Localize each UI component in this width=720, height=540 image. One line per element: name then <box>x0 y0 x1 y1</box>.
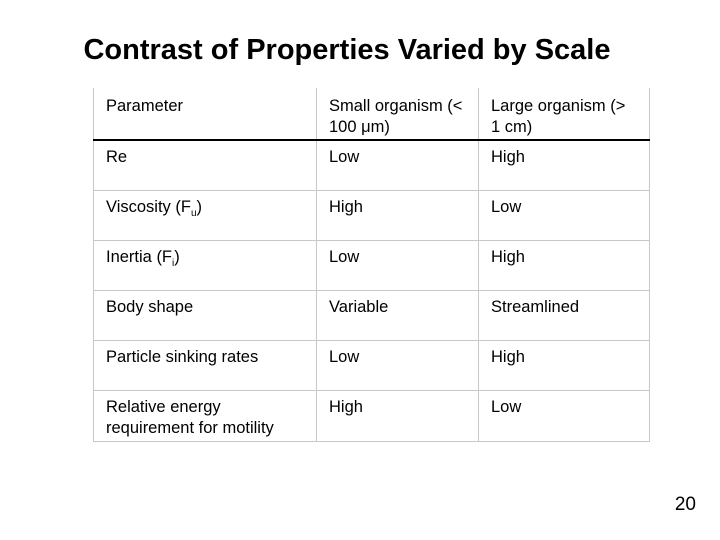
parameter-text: Relative energy requirement for motility <box>106 398 274 437</box>
large-organism-cell: Low <box>478 190 650 241</box>
parameter-suffix: ) <box>196 198 203 216</box>
small-organism-cell: Low <box>316 140 479 191</box>
small-organism-cell: High <box>316 390 479 442</box>
table-row: Body shape Variable Streamlined <box>93 290 650 341</box>
large-organism-cell: Low <box>478 390 650 442</box>
page-number: 20 <box>674 494 696 515</box>
parameter-subscript: i <box>172 258 175 269</box>
table-row: Viscosity (Fu) High Low <box>93 190 650 241</box>
parameter-text: Inertia (F <box>106 248 173 266</box>
parameter-text: Particle sinking rates <box>106 348 259 366</box>
small-organism-cell: Low <box>316 240 479 291</box>
large-organism-cell: High <box>478 140 650 191</box>
parameter-subscript: u <box>190 208 197 219</box>
small-organism-cell: Variable <box>316 290 479 341</box>
slide-title: Contrast of Properties Varied by Scale <box>83 34 611 66</box>
header-small-organism: Small organism (< 100 μm) <box>316 88 479 141</box>
parameter-text: Viscosity (F <box>106 198 191 216</box>
small-organism-cell: High <box>316 190 479 241</box>
parameter-suffix: ) <box>174 248 180 266</box>
table-row: Relative energy requirement for motility… <box>93 390 650 442</box>
parameter-cell: Body shape <box>93 290 317 341</box>
parameter-text: Re <box>106 148 128 166</box>
header-large-organism: Large organism (> 1 cm) <box>478 88 650 141</box>
comparison-table: Parameter Small organism (< 100 μm) Larg… <box>93 88 650 442</box>
parameter-text: Body shape <box>106 298 194 316</box>
large-organism-cell: High <box>478 340 650 391</box>
parameter-cell: Viscosity (Fu) <box>93 190 317 241</box>
parameter-cell: Inertia (Fi) <box>93 240 317 291</box>
parameter-cell: Relative energy requirement for motility <box>93 390 317 442</box>
small-organism-cell: Low <box>316 340 479 391</box>
table-header-row: Parameter Small organism (< 100 μm) Larg… <box>93 88 650 141</box>
parameter-cell: Particle sinking rates <box>93 340 317 391</box>
large-organism-cell: Streamlined <box>478 290 650 341</box>
header-parameter: Parameter <box>93 88 317 141</box>
large-organism-cell: High <box>478 240 650 291</box>
parameter-cell: Re <box>93 140 317 191</box>
table-row: Inertia (Fi) Low High <box>93 240 650 291</box>
table-row: Particle sinking rates Low High <box>93 340 650 391</box>
table-row: Re Low High <box>93 140 650 191</box>
